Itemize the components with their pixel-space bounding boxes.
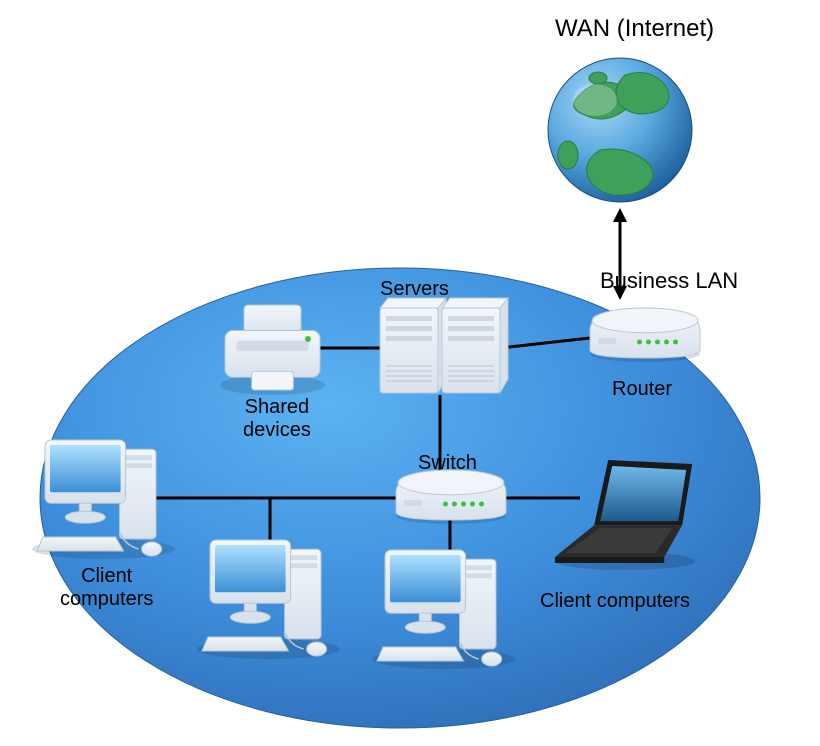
router-label: Router — [612, 378, 672, 401]
router-icon — [590, 308, 700, 362]
wan-label: WAN (Internet) — [555, 15, 714, 43]
shared-devices-label: Shareddevices — [243, 396, 311, 442]
switch-icon — [396, 470, 506, 524]
diagram-svg — [0, 0, 820, 746]
client-computers-left-label: Clientcomputers — [60, 565, 153, 611]
servers-icon — [380, 298, 508, 393]
globe-icon — [548, 58, 692, 202]
business-lan-label: Business LAN — [600, 268, 738, 294]
client-computers-right-label: Client computers — [540, 590, 690, 613]
diagram-stage: WAN (Internet) Business LAN Servers Shar… — [0, 0, 820, 746]
servers-label: Servers — [380, 278, 449, 301]
switch-label: Switch — [418, 452, 477, 475]
